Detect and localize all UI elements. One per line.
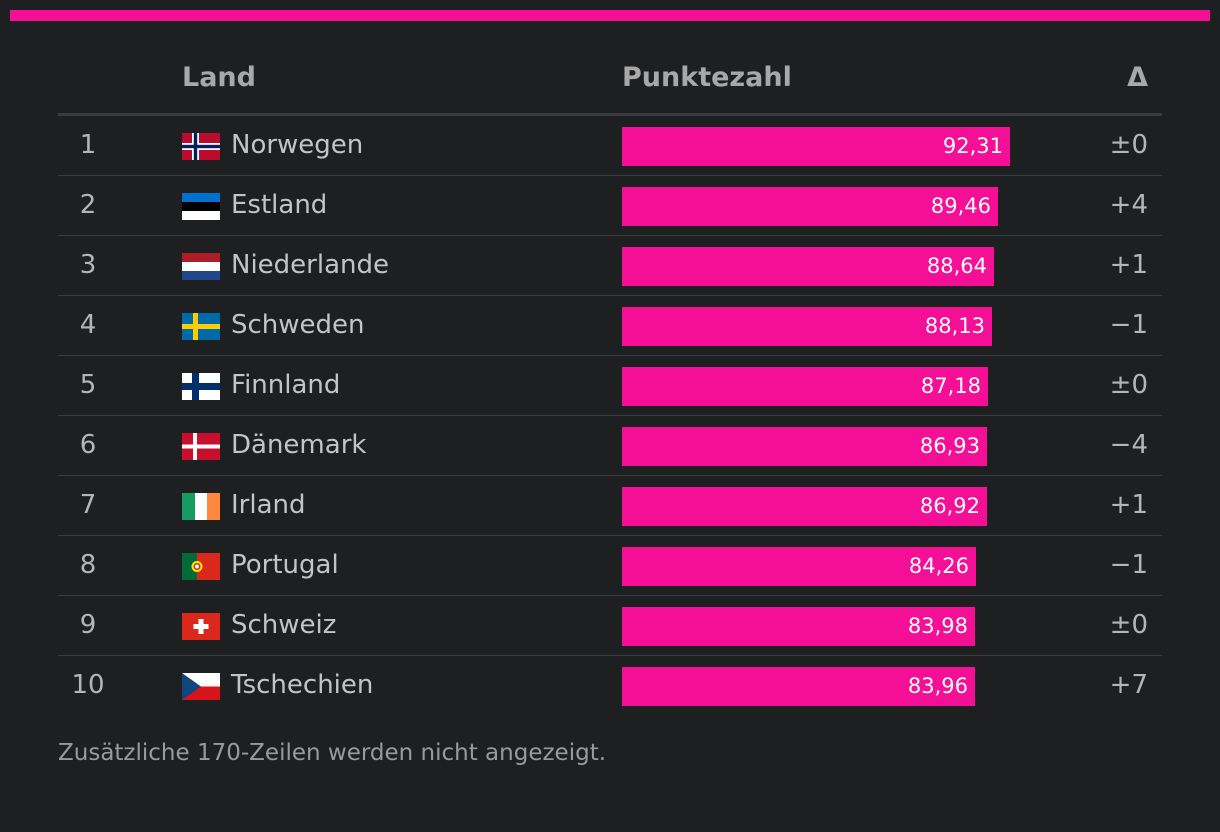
rank-number: 4 [79,310,97,340]
column-header-score[interactable]: Punktezahl [622,62,792,93]
rank-number: 9 [79,610,97,640]
netherlands-flag-icon [182,253,220,280]
footnote: Zusätzliche 170-Zeilen werden nicht ange… [58,740,607,766]
score-bar: 83,98 [622,607,975,646]
czechia-flag-icon [182,673,220,700]
country-name: Schweden [231,310,365,340]
table-row[interactable]: 4 Schweden 88,13 −1 [58,296,1162,356]
score-bar: 86,92 [622,487,987,526]
norway-flag-icon [182,133,220,160]
table-row[interactable]: 3 Niederlande 88,64 +1 [58,236,1162,296]
ireland-flag-icon [182,493,220,520]
rank-number: 5 [79,370,97,400]
estonia-flag-icon [182,193,220,220]
rank-change: +4 [1109,190,1148,220]
rank-number: 1 [79,130,97,160]
sweden-flag-icon [182,313,220,340]
table-row[interactable]: 5 Finnland 87,18 ±0 [58,356,1162,416]
country-name: Norwegen [231,130,364,160]
rank-change: ±0 [1109,370,1148,400]
country-name: Portugal [231,550,339,580]
country-name: Estland [231,190,328,220]
table-row[interactable]: 10 Tschechien 83,96 +7 [58,656,1162,716]
score-bar: 87,18 [622,367,988,406]
table-row[interactable]: 8 Portugal 84,26 −1 [58,536,1162,596]
score-bar: 88,13 [622,307,992,346]
score-bar: 92,31 [622,127,1010,166]
rank-number: 6 [79,430,97,460]
column-header-land[interactable]: Land [182,62,256,93]
rank-change: −1 [1109,310,1148,340]
rank-change: +7 [1109,670,1148,700]
rank-number: 10 [71,670,105,700]
accent-bar [10,10,1210,21]
country-name: Tschechien [231,670,374,700]
rank-number: 3 [79,250,97,280]
score-bar: 86,93 [622,427,987,466]
score-bar: 84,26 [622,547,976,586]
rank-change: −4 [1109,430,1148,460]
rank-change: ±0 [1109,610,1148,640]
finland-flag-icon [182,373,220,400]
table-row[interactable]: 6 Dänemark 86,93 −4 [58,416,1162,476]
table-body: 1 Norwegen 92,31 ±0 2 Estland 89,46 +4 3 Niederla… [58,116,1162,716]
country-name: Finnland [231,370,341,400]
rank-number: 8 [79,550,97,580]
rank-change: −1 [1109,550,1148,580]
denmark-flag-icon [182,433,220,460]
score-bar: 89,46 [622,187,998,226]
rank-change: +1 [1109,490,1148,520]
score-bar: 83,96 [622,667,975,706]
ranking-table: Land Punktezahl Δ 1 Norwegen 92,31 ±0 2 Estla… [58,40,1162,716]
country-name: Irland [231,490,306,520]
table-row[interactable]: 1 Norwegen 92,31 ±0 [58,116,1162,176]
rank-number: 7 [79,490,97,520]
rank-number: 2 [79,190,97,220]
table-row[interactable]: 9 Schweiz 83,98 ±0 [58,596,1162,656]
table-row[interactable]: 2 Estland 89,46 +4 [58,176,1162,236]
switzerland-flag-icon [182,613,220,640]
score-bar: 88,64 [622,247,994,286]
portugal-flag-icon [182,553,220,580]
rank-change: ±0 [1109,130,1148,160]
country-name: Niederlande [231,250,389,280]
country-name: Schweiz [231,610,337,640]
table-header: Land Punktezahl Δ [58,40,1162,116]
column-header-delta[interactable]: Δ [1127,62,1148,93]
table-row[interactable]: 7 Irland 86,92 +1 [58,476,1162,536]
rank-change: +1 [1109,250,1148,280]
country-name: Dänemark [231,430,367,460]
